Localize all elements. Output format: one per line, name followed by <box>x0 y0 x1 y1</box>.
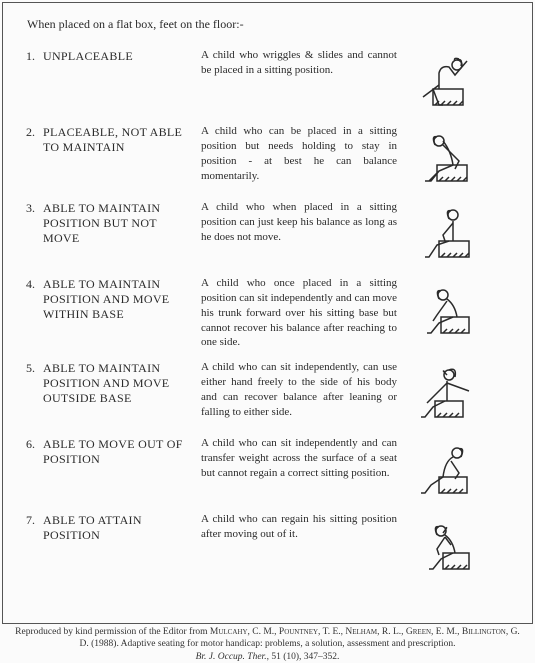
level-desc: A child who can be placed in a sitting p… <box>201 124 397 190</box>
level-illustration <box>405 48 485 114</box>
level-title: ABLE TO MOVE OUT OF POSITION <box>43 436 193 502</box>
level-row: 1. UNPLACEABLE A child who wriggles & sl… <box>17 48 522 114</box>
level-number: 1. <box>17 48 35 114</box>
level-row: 3. ABLE TO MAINTAIN POSITION BUT NOT MOV… <box>17 200 522 266</box>
level-desc: A child who when placed in a sitting pos… <box>201 200 397 266</box>
credit-tail: , 51 (10), 347–352. <box>267 652 340 662</box>
level-number: 7. <box>17 512 35 578</box>
level-desc: A child who can sit independently and ca… <box>201 436 397 502</box>
credit-year-title: (1988). Adaptive seating for motor handi… <box>89 639 456 649</box>
level-illustration <box>405 124 485 190</box>
level-title: ABLE TO MAINTAIN POSITION AND MOVE WITHI… <box>43 276 193 350</box>
level-number: 2. <box>17 124 35 190</box>
level-row: 6. ABLE TO MOVE OUT OF POSITION A child … <box>17 436 522 502</box>
level-number: 4. <box>17 276 35 350</box>
level-row: 2. PLACEABLE, NOT ABLE TO MAINTAIN A chi… <box>17 124 522 190</box>
level-number: 5. <box>17 360 35 426</box>
credit-journal: Br. J. Occup. Ther. <box>196 652 267 662</box>
credit-prefix: Reproduced by kind permission of the Edi… <box>15 627 210 637</box>
level-title: ABLE TO MAINTAIN POSITION BUT NOT MOVE <box>43 200 193 266</box>
level-desc: A child who can sit independently, can u… <box>201 360 397 426</box>
credit-line: Reproduced by kind permission of the Edi… <box>2 624 533 663</box>
level-row: 5. ABLE TO MAINTAIN POSITION AND MOVE OU… <box>17 360 522 426</box>
level-desc: A child who once placed in a sitting pos… <box>201 276 397 350</box>
level-row: 7. ABLE TO ATTAIN POSITION A child who c… <box>17 512 522 578</box>
level-number: 3. <box>17 200 35 266</box>
level-desc: A child who wriggles & slides and cannot… <box>201 48 397 114</box>
level-row: 4. ABLE TO MAINTAIN POSITION AND MOVE WI… <box>17 276 522 350</box>
level-desc: A child who can regain his sitting posit… <box>201 512 397 578</box>
level-number: 6. <box>17 436 35 502</box>
level-illustration <box>405 200 485 266</box>
level-title: ABLE TO MAINTAIN POSITION AND MOVE OUTSI… <box>43 360 193 426</box>
heading: When placed on a flat box, feet on the f… <box>27 17 522 32</box>
level-title: UNPLACEABLE <box>43 48 193 114</box>
level-illustration <box>405 436 485 502</box>
level-title: ABLE TO ATTAIN POSITION <box>43 512 193 578</box>
content-frame: When placed on a flat box, feet on the f… <box>2 2 533 624</box>
level-illustration <box>405 360 485 426</box>
level-illustration <box>405 276 485 342</box>
level-title: PLACEABLE, NOT ABLE TO MAINTAIN <box>43 124 193 190</box>
level-illustration <box>405 512 485 578</box>
